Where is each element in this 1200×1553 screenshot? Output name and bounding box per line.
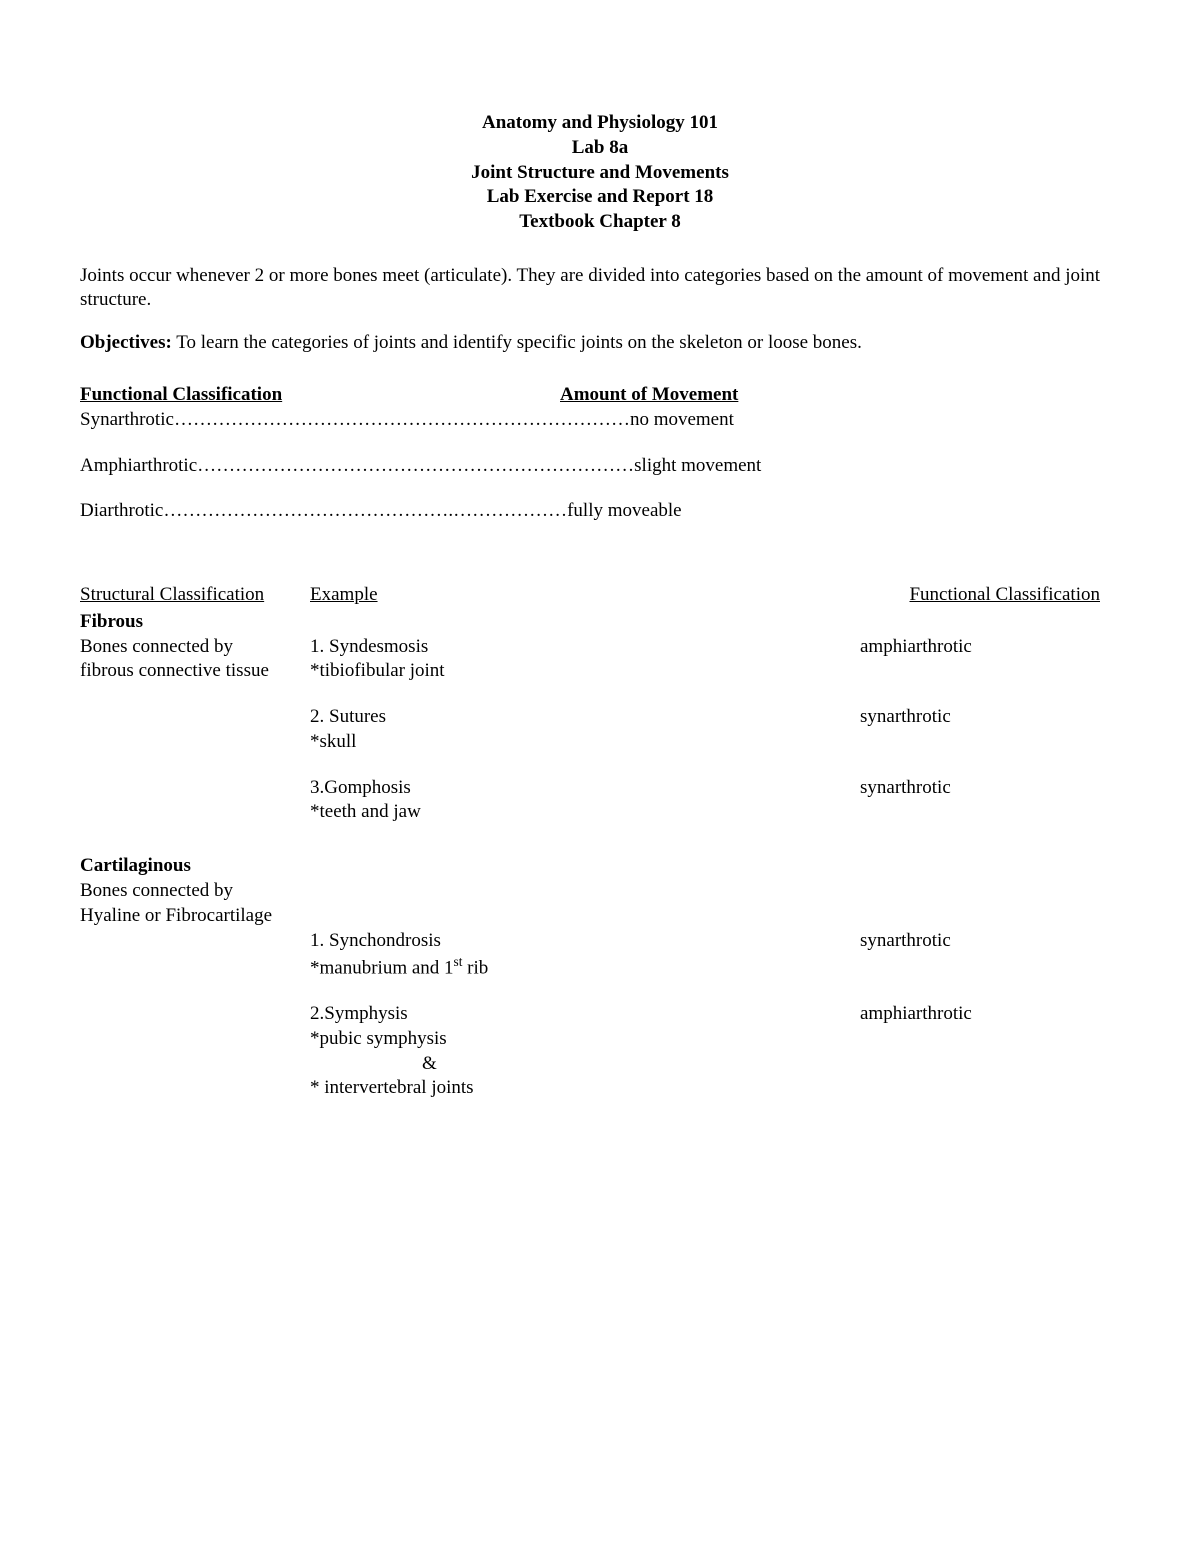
structural-header-1: Structural Classification bbox=[80, 583, 310, 607]
cartilaginous-section: Cartilaginous Bones connected by Hyaline… bbox=[80, 853, 1120, 1101]
fibrous-desc-2: fibrous connective tissue bbox=[80, 659, 310, 683]
functional-class-value: amphiarthrotic bbox=[860, 635, 1120, 659]
functional-class-value: synarthrotic bbox=[860, 705, 1120, 729]
example-detail: * intervertebral joints bbox=[310, 1076, 860, 1100]
functional-value: no movement bbox=[630, 408, 734, 432]
example-detail: *pubic symphysis bbox=[310, 1027, 860, 1051]
title-line-5: Textbook Chapter 8 bbox=[80, 210, 1120, 234]
title-line-4: Lab Exercise and Report 18 bbox=[80, 185, 1120, 209]
functional-row: Synarthrotic………………………………………………………………no m… bbox=[80, 408, 1120, 432]
functional-classification-table: Functional Classification Amount of Move… bbox=[80, 383, 1120, 523]
example-line: 1. Syndesmosis bbox=[310, 635, 860, 659]
example-connector: & bbox=[310, 1052, 860, 1076]
functional-class-value: synarthrotic bbox=[860, 776, 1120, 800]
example-detail: *manubrium and 1st rib bbox=[310, 954, 860, 980]
cartilaginous-heading: Cartilaginous bbox=[80, 854, 310, 878]
example-line: 3.Gomphosis bbox=[310, 776, 860, 800]
example-line: 1. Synchondrosis bbox=[310, 929, 860, 953]
example-line: 2. Sutures bbox=[310, 705, 860, 729]
example-detail: *tibiofibular joint bbox=[310, 659, 860, 683]
fibrous-section: Fibrous Bones connected by fibrous conne… bbox=[80, 609, 1120, 825]
example-detail: *teeth and jaw bbox=[310, 800, 860, 824]
structural-header-row: Structural Classification Example Functi… bbox=[80, 583, 1120, 607]
functional-value: fully moveable bbox=[567, 499, 682, 523]
functional-class-value: synarthrotic bbox=[860, 929, 1120, 953]
functional-row: Diarthrotic……………………………………….………………fully m… bbox=[80, 499, 1120, 523]
functional-class-value: amphiarthrotic bbox=[860, 1002, 1120, 1026]
functional-dots: …………………………………………………………… bbox=[197, 454, 634, 478]
objectives-line: Objectives: To learn the categories of j… bbox=[80, 331, 1120, 355]
document-page: Anatomy and Physiology 101 Lab 8a Joint … bbox=[0, 0, 1200, 1553]
objectives-label: Objectives: bbox=[80, 332, 172, 353]
example-detail: *skull bbox=[310, 730, 860, 754]
functional-dots: ……………………………………….……………… bbox=[163, 499, 567, 523]
fibrous-heading: Fibrous bbox=[80, 610, 310, 634]
title-line-2: Lab 8a bbox=[80, 136, 1120, 160]
functional-row: Amphiarthrotic……………………………………………………………sli… bbox=[80, 454, 1120, 478]
title-line-1: Anatomy and Physiology 101 bbox=[80, 111, 1120, 135]
functional-term: Synarthrotic bbox=[80, 408, 174, 432]
title-line-3: Joint Structure and Movements bbox=[80, 161, 1120, 185]
intro-paragraph: Joints occur whenever 2 or more bones me… bbox=[80, 264, 1120, 312]
functional-header-right: Amount of Movement bbox=[560, 383, 738, 407]
fibrous-desc-1: Bones connected by bbox=[80, 635, 310, 659]
cartilaginous-desc-2: Hyaline or Fibrocartilage bbox=[80, 904, 310, 928]
title-block: Anatomy and Physiology 101 Lab 8a Joint … bbox=[80, 111, 1120, 234]
functional-value: slight movement bbox=[634, 454, 761, 478]
objectives-text: To learn the categories of joints and id… bbox=[172, 332, 862, 353]
functional-dots: ……………………………………………………………… bbox=[174, 408, 630, 432]
functional-term: Amphiarthrotic bbox=[80, 454, 197, 478]
functional-term: Diarthrotic bbox=[80, 499, 163, 523]
functional-header-left: Functional Classification bbox=[80, 383, 560, 407]
example-line: 2.Symphysis bbox=[310, 1002, 860, 1026]
structural-header-2: Example bbox=[310, 583, 840, 607]
cartilaginous-desc-1: Bones connected by bbox=[80, 879, 310, 903]
functional-header-row: Functional Classification Amount of Move… bbox=[80, 383, 1120, 407]
structural-classification-table: Structural Classification Example Functi… bbox=[80, 583, 1120, 1101]
structural-header-3: Functional Classification bbox=[840, 583, 1120, 607]
